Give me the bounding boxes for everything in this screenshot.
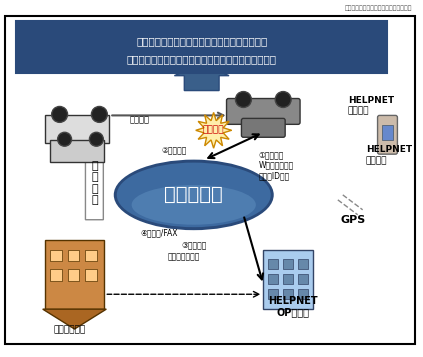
Polygon shape [43,309,106,329]
Circle shape [58,132,71,146]
Text: HELPNET
ケータイ: HELPNET ケータイ [365,145,412,165]
Text: ①緊急通報
W（位置情報、
　車載ID等）: ①緊急通報 W（位置情報、 車載ID等） [258,150,294,180]
FancyBboxPatch shape [5,16,415,344]
FancyBboxPatch shape [268,260,278,270]
FancyBboxPatch shape [298,260,308,270]
Text: 交通事故等伝達: 交通事故等伝達 [168,252,200,261]
Text: 警察／消防等: 警察／消防等 [53,325,86,334]
Text: HELPNET
搭載車両: HELPNET 搭載車両 [348,96,394,115]
Circle shape [91,106,107,122]
Text: ③音声会話: ③音声会話 [181,241,206,250]
FancyBboxPatch shape [85,250,97,261]
FancyBboxPatch shape [298,275,308,284]
FancyBboxPatch shape [227,99,300,124]
FancyBboxPatch shape [68,250,80,261]
FancyArrow shape [174,64,229,91]
FancyBboxPatch shape [242,119,285,137]
FancyBboxPatch shape [263,250,313,309]
FancyBboxPatch shape [16,21,387,73]
Text: ②音声会話: ②音声会話 [161,146,187,155]
Text: 出
動
要
請: 出 動 要 請 [91,161,98,205]
FancyBboxPatch shape [45,240,104,309]
FancyBboxPatch shape [49,250,62,261]
FancyBboxPatch shape [49,270,62,281]
Text: 現場走行: 現場走行 [129,115,149,124]
FancyArrow shape [80,120,108,220]
FancyBboxPatch shape [68,270,80,281]
FancyBboxPatch shape [268,275,278,284]
FancyBboxPatch shape [382,125,393,140]
Text: ④データ/FAX: ④データ/FAX [140,228,178,238]
Circle shape [89,132,103,146]
FancyBboxPatch shape [45,115,109,143]
FancyBboxPatch shape [283,260,293,270]
Text: 出典：（株）日本緊急通報サービス資料: 出典：（株）日本緊急通報サービス資料 [345,5,412,11]
Circle shape [52,106,68,122]
Ellipse shape [117,162,271,227]
FancyBboxPatch shape [378,115,398,154]
Text: GPS: GPS [340,215,365,225]
Text: 移動通信網: 移動通信網 [165,185,223,205]
FancyBboxPatch shape [85,270,97,281]
FancyBboxPatch shape [283,275,293,284]
Ellipse shape [114,160,274,230]
FancyBboxPatch shape [298,289,308,299]
FancyBboxPatch shape [283,289,293,299]
Text: HELPNET
OPセンタ: HELPNET OPセンタ [268,296,318,317]
PathPatch shape [196,112,231,148]
Circle shape [236,91,251,107]
Text: 信頼性、利便性の高い緊急通報システムを実現: 信頼性、利便性の高い緊急通報システムを実現 [136,36,267,46]
Text: 緊急事報: 緊急事報 [203,126,224,135]
Ellipse shape [132,185,256,225]
FancyBboxPatch shape [49,140,104,162]
Text: 車載通信モジュールを搭載し、ハンズフリー通話など: 車載通信モジュールを搭載し、ハンズフリー通話など [127,54,277,64]
FancyBboxPatch shape [268,289,278,299]
Circle shape [275,91,291,107]
